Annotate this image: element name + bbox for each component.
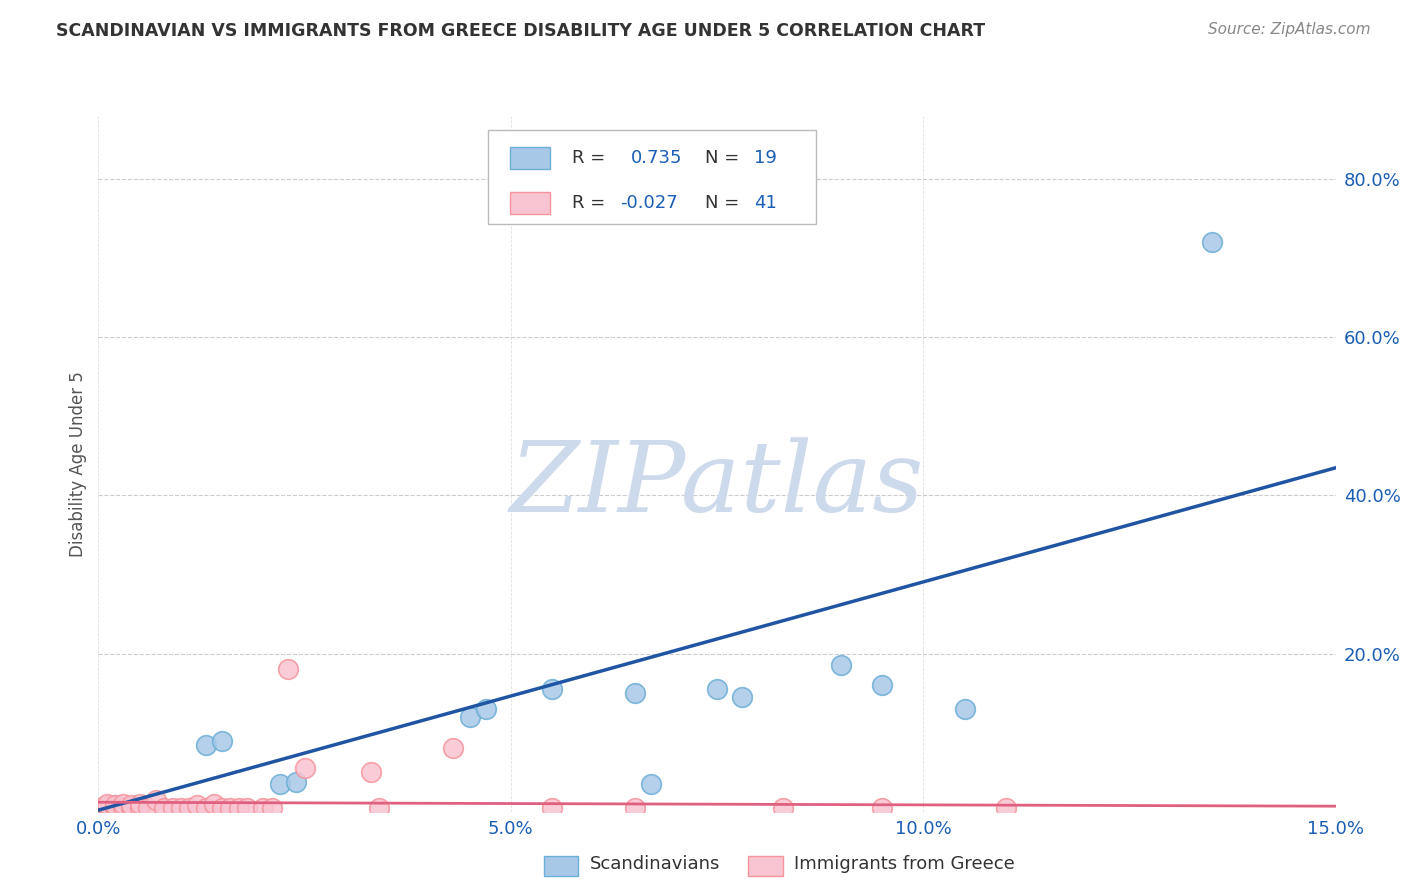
FancyBboxPatch shape [510,192,550,214]
Point [219,801,242,815]
Point [269,777,291,791]
Point [194,801,217,815]
Text: Source: ZipAtlas.com: Source: ZipAtlas.com [1208,22,1371,37]
Text: Immigrants from Greece: Immigrants from Greece [794,855,1015,873]
Text: 19: 19 [754,149,778,167]
Point [294,761,316,775]
Text: 41: 41 [754,194,778,212]
Point [228,801,250,815]
Point [128,801,150,815]
Point [252,801,274,815]
Point [236,801,259,815]
Point [104,798,127,813]
Point [623,801,645,815]
Point [260,801,283,815]
FancyBboxPatch shape [544,855,578,877]
Point [360,765,382,780]
Point [87,801,110,815]
Point [104,801,127,815]
Point [96,801,118,815]
Point [211,801,233,815]
Point [112,801,135,815]
Point [128,797,150,811]
Point [96,801,118,815]
Point [367,801,389,815]
Y-axis label: Disability Age Under 5: Disability Age Under 5 [69,371,87,557]
FancyBboxPatch shape [748,855,783,877]
Point [475,702,498,716]
Point [194,738,217,752]
Point [830,658,852,673]
Point [112,797,135,811]
Text: N =: N = [704,149,745,167]
Point [120,801,142,815]
Point [104,798,127,813]
Point [541,682,564,697]
Point [441,741,464,756]
Text: R =: R = [572,194,612,212]
FancyBboxPatch shape [488,130,815,224]
Point [640,777,662,791]
Text: R =: R = [572,149,612,167]
Text: 0.735: 0.735 [630,149,682,167]
Point [623,686,645,700]
Point [458,710,481,724]
Point [870,678,893,692]
Text: ZIPatlas: ZIPatlas [510,437,924,533]
Text: -0.027: -0.027 [620,194,678,212]
Point [96,799,118,814]
Point [202,797,225,811]
Point [162,801,184,815]
Point [731,690,754,704]
Text: SCANDINAVIAN VS IMMIGRANTS FROM GREECE DISABILITY AGE UNDER 5 CORRELATION CHART: SCANDINAVIAN VS IMMIGRANTS FROM GREECE D… [56,22,986,40]
Point [120,798,142,813]
Point [96,797,118,811]
FancyBboxPatch shape [510,147,550,169]
Point [953,702,976,716]
Point [170,801,193,815]
Point [1201,235,1223,250]
Point [706,682,728,697]
Point [179,801,201,815]
Point [153,801,176,815]
Text: N =: N = [704,194,745,212]
Point [277,662,299,676]
Point [136,801,159,815]
Point [186,798,208,813]
Point [541,801,564,815]
Point [285,774,308,789]
Point [211,733,233,747]
Point [145,793,167,807]
Point [994,801,1017,815]
Point [772,801,794,815]
Point [870,801,893,815]
Text: Scandinavians: Scandinavians [589,855,720,873]
